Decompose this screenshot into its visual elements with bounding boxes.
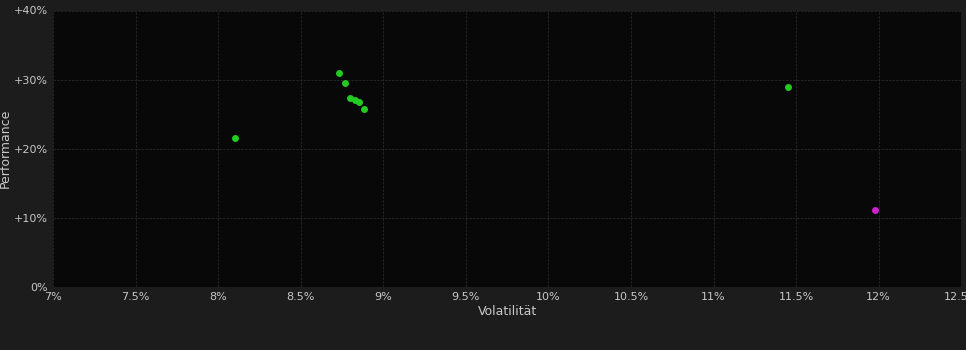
Point [351,99,366,105]
X-axis label: Volatilität: Volatilität [477,304,537,318]
Point [355,106,371,112]
Point [343,95,358,100]
Point [348,97,363,103]
Point [331,70,347,76]
Point [867,207,883,212]
Point [227,135,242,141]
Y-axis label: Performance: Performance [0,109,12,188]
Point [781,84,796,89]
Point [338,80,354,86]
